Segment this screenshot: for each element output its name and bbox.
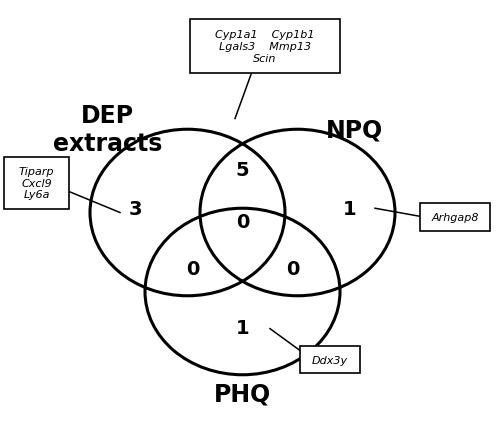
Text: NPQ: NPQ [326, 118, 384, 142]
Text: PHQ: PHQ [214, 382, 271, 406]
Text: 0: 0 [236, 212, 249, 231]
Text: Cyp1a1    Cyp1b1
Lgals3    Mmp13
Scin: Cyp1a1 Cyp1b1 Lgals3 Mmp13 Scin [215, 30, 315, 63]
Text: Tiparp
Cxcl9
Ly6a: Tiparp Cxcl9 Ly6a [18, 167, 55, 200]
Text: 0: 0 [186, 259, 199, 278]
FancyBboxPatch shape [420, 203, 490, 231]
FancyBboxPatch shape [4, 157, 68, 209]
Text: 5: 5 [236, 161, 250, 180]
Text: DEP
extracts: DEP extracts [53, 104, 162, 156]
Text: 1: 1 [343, 199, 357, 218]
Text: 0: 0 [286, 259, 299, 278]
Text: Arhgap8: Arhgap8 [431, 212, 479, 222]
Text: Ddx3y: Ddx3y [312, 355, 348, 365]
FancyBboxPatch shape [190, 20, 340, 74]
Text: 1: 1 [236, 319, 250, 337]
Text: 3: 3 [128, 199, 142, 218]
FancyBboxPatch shape [300, 346, 360, 374]
